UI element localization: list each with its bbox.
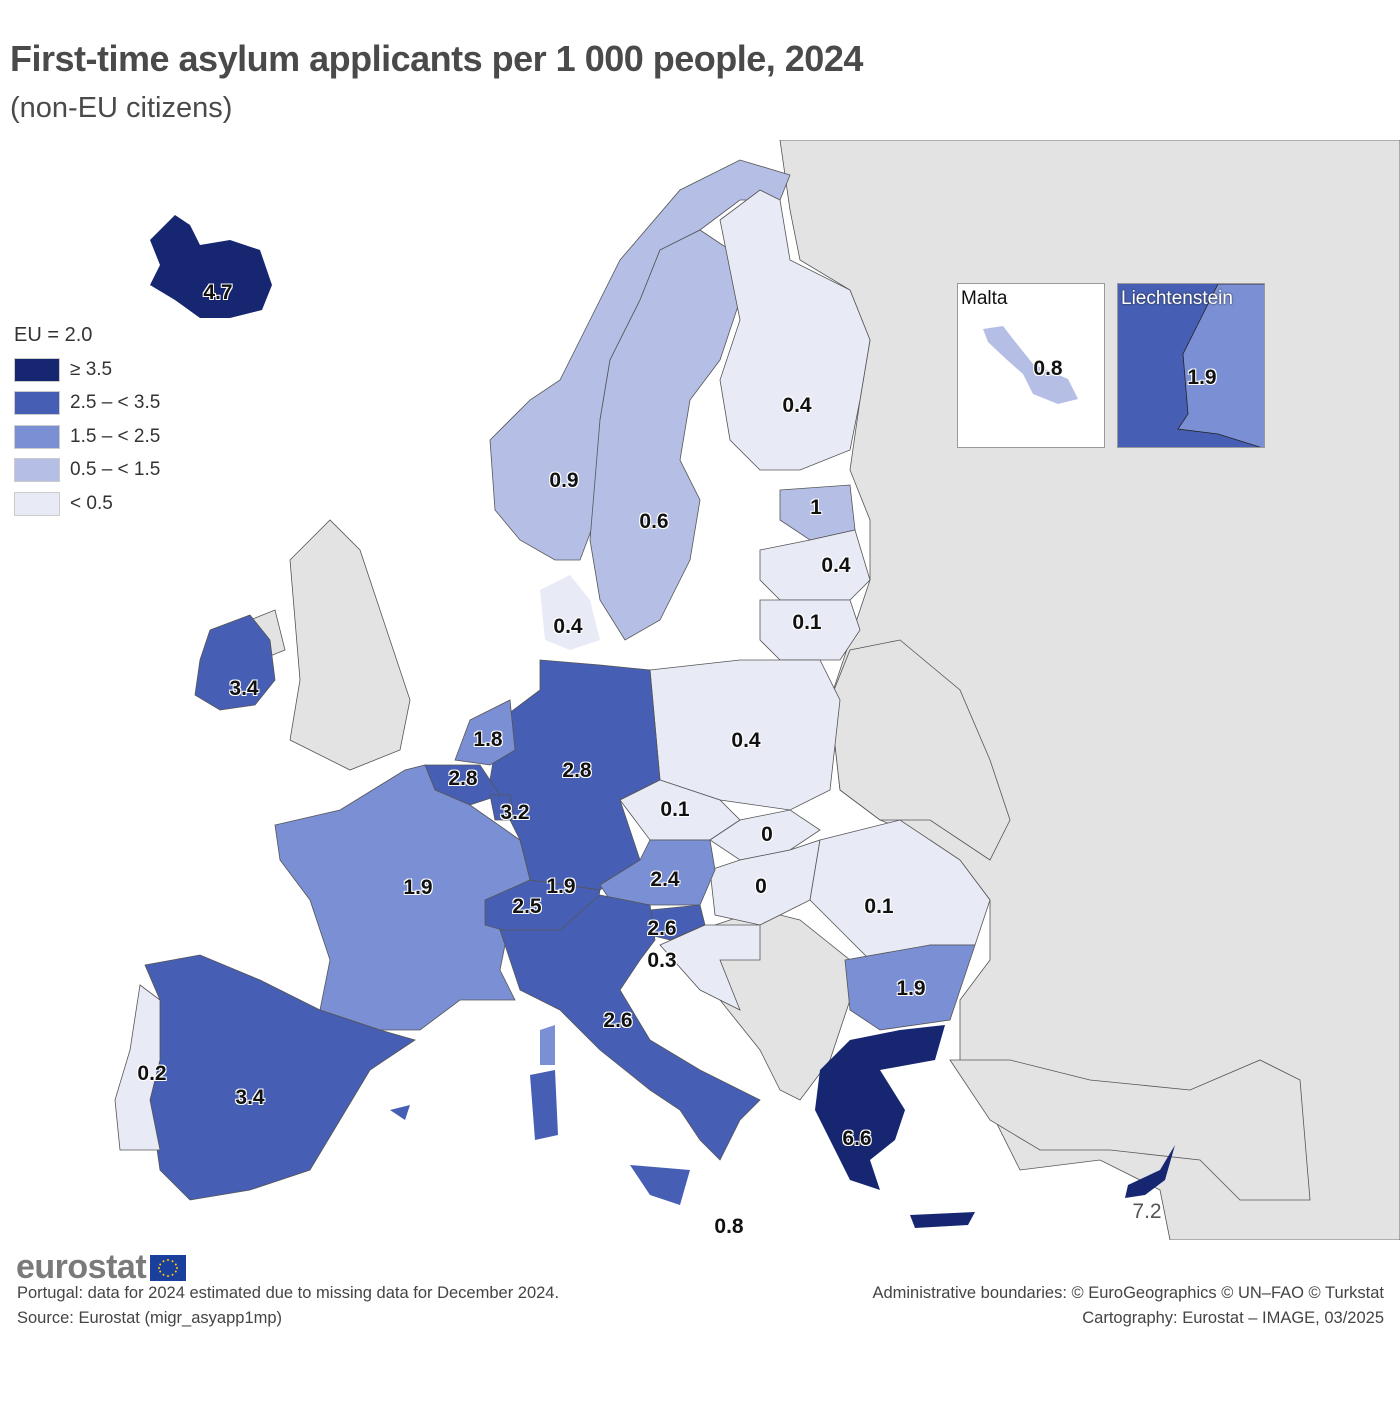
value-label-lithuania: 0.1 xyxy=(792,611,822,634)
legend-label: 0.5 – < 1.5 xyxy=(70,459,161,481)
value-label-croatia: 0.3 xyxy=(647,949,677,972)
legend-label: 1.5 – < 2.5 xyxy=(70,425,161,447)
value-label-germany: 2.8 xyxy=(562,759,592,782)
legend: EU = 2.0 ≥ 3.5 2.5 – < 3.5 1.5 – < 2.5 0… xyxy=(14,324,160,521)
legend-item: 2.5 – < 3.5 xyxy=(14,387,160,421)
legend-label: < 0.5 xyxy=(70,492,113,514)
value-label-france: 1.9 xyxy=(403,876,433,899)
eurostat-wordmark: eurostat xyxy=(16,1248,147,1286)
value-label-estonia: 1 xyxy=(810,496,822,519)
legend-swatch xyxy=(14,491,60,516)
sweden xyxy=(589,229,741,641)
ireland xyxy=(194,614,276,711)
value-label-slovenia: 2.6 xyxy=(647,917,677,940)
sardinia xyxy=(530,1070,558,1140)
liechtenstein-shape xyxy=(1177,284,1264,447)
value-label-cyprus: 7.2 xyxy=(1132,1200,1162,1223)
corsica xyxy=(540,1025,555,1065)
bulgaria xyxy=(844,944,976,1031)
legend-swatch xyxy=(14,357,60,382)
map-title: First-time asylum applicants per 1 000 p… xyxy=(10,38,863,79)
legend-swatch xyxy=(14,391,60,416)
value-label-norway: 0.9 xyxy=(549,469,579,492)
value-label-portugal: 0.2 xyxy=(137,1062,167,1085)
cyprus xyxy=(1125,1145,1175,1198)
boundaries-credit: Administrative boundaries: © EuroGeograp… xyxy=(872,1284,1384,1302)
eu-flag-icon xyxy=(150,1254,187,1281)
legend-eu-average: EU = 2.0 xyxy=(14,324,93,346)
legend-swatch xyxy=(14,458,60,483)
value-label-greece: 6.6 xyxy=(842,1127,872,1150)
netherlands xyxy=(454,699,516,766)
croatia xyxy=(659,924,761,1011)
crete xyxy=(910,1212,975,1228)
map-subtitle: (non-EU citizens) xyxy=(10,92,233,124)
value-label-poland: 0.4 xyxy=(731,729,761,752)
legend-item: < 0.5 xyxy=(14,487,160,521)
legend-item: 1.5 – < 2.5 xyxy=(14,420,160,454)
inset-liechtenstein-title: Liechtenstein xyxy=(1121,288,1233,309)
luxembourg xyxy=(489,794,516,821)
finland xyxy=(719,189,871,471)
sicily xyxy=(630,1165,690,1205)
value-label-slovakia: 0 xyxy=(761,823,773,846)
inset-malta: Malta 0.8 xyxy=(957,283,1105,448)
denmark xyxy=(540,575,600,650)
value-label-iceland: 4.7 xyxy=(203,281,233,304)
portugal xyxy=(114,984,161,1151)
footnote-portugal: Portugal: data for 2024 estimated due to… xyxy=(17,1284,560,1302)
balearic xyxy=(390,1105,410,1120)
france xyxy=(274,764,531,1031)
greece xyxy=(815,1025,945,1190)
legend-item: ≥ 3.5 xyxy=(14,353,160,387)
legend-label: ≥ 3.5 xyxy=(70,358,113,380)
latvia xyxy=(759,529,871,601)
value-label-bulgaria: 1.9 xyxy=(896,977,926,1000)
eurostat-logo: eurostat xyxy=(16,1248,187,1287)
value-label-liechtenstein: 1.9 xyxy=(1187,366,1217,389)
legend-swatch xyxy=(14,424,60,449)
italy xyxy=(499,894,761,1161)
value-label-belgium: 2.8 xyxy=(448,767,478,790)
inset-malta-title: Malta xyxy=(961,288,1008,309)
cartography-credit: Cartography: Eurostat – IMAGE, 03/2025 xyxy=(1082,1309,1384,1327)
value-label-austria: 2.4 xyxy=(650,868,680,891)
value-label-spain: 3.4 xyxy=(235,1086,265,1109)
malta-shape xyxy=(983,326,1078,404)
value-label-liechtenstein: 1.9 xyxy=(546,875,576,898)
value-label-sweden: 0.6 xyxy=(639,510,669,533)
value-label-hungary: 0 xyxy=(755,875,767,898)
value-label-romania: 0.1 xyxy=(864,895,894,918)
value-label-latvia: 0.4 xyxy=(821,554,851,577)
value-label-netherlands: 1.8 xyxy=(473,728,503,751)
inset-liechtenstein: Liechtenstein 1.9 xyxy=(1117,283,1265,448)
value-label-czechia: 0.1 xyxy=(660,798,690,821)
value-label-finland: 0.4 xyxy=(782,394,812,417)
value-label-denmark: 0.4 xyxy=(553,615,583,638)
value-label-luxembourg: 3.2 xyxy=(500,801,530,824)
value-label-italy: 2.6 xyxy=(603,1009,633,1032)
value-label-switzerland: 2.5 xyxy=(512,895,542,918)
legend-item: 0.5 – < 1.5 xyxy=(14,454,160,488)
value-label-malta: 0.8 xyxy=(1033,357,1063,380)
legend-label: 2.5 – < 3.5 xyxy=(70,392,161,414)
iceland xyxy=(150,215,272,318)
source-note: Source: Eurostat (migr_asyapp1mp) xyxy=(17,1309,283,1327)
value-label-ireland: 3.4 xyxy=(229,677,259,700)
value-label-malta: 0.8 xyxy=(714,1215,744,1238)
lithuania xyxy=(759,599,861,661)
